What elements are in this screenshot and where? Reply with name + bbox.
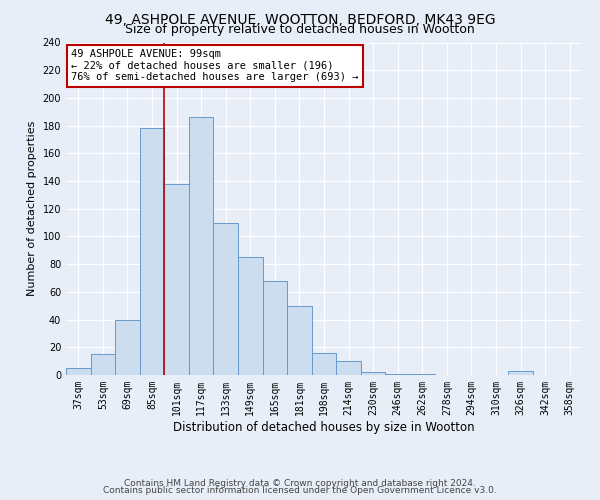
Text: 49 ASHPOLE AVENUE: 99sqm
← 22% of detached houses are smaller (196)
76% of semi-: 49 ASHPOLE AVENUE: 99sqm ← 22% of detach… — [71, 49, 359, 82]
Text: Contains HM Land Registry data © Crown copyright and database right 2024.: Contains HM Land Registry data © Crown c… — [124, 478, 476, 488]
Text: Size of property relative to detached houses in Wootton: Size of property relative to detached ho… — [125, 22, 475, 36]
Y-axis label: Number of detached properties: Number of detached properties — [27, 121, 37, 296]
Bar — [287, 306, 312, 375]
Bar — [189, 118, 214, 375]
Bar — [140, 128, 164, 375]
Bar — [385, 374, 410, 375]
Text: 49, ASHPOLE AVENUE, WOOTTON, BEDFORD, MK43 9EG: 49, ASHPOLE AVENUE, WOOTTON, BEDFORD, MK… — [104, 12, 496, 26]
Bar — [238, 257, 263, 375]
Bar — [91, 354, 115, 375]
Bar — [66, 368, 91, 375]
Bar — [164, 184, 189, 375]
X-axis label: Distribution of detached houses by size in Wootton: Distribution of detached houses by size … — [173, 420, 475, 434]
Bar — [410, 374, 434, 375]
Text: Contains public sector information licensed under the Open Government Licence v3: Contains public sector information licen… — [103, 486, 497, 495]
Bar — [214, 222, 238, 375]
Bar — [312, 353, 336, 375]
Bar — [361, 372, 385, 375]
Bar — [263, 281, 287, 375]
Bar — [336, 361, 361, 375]
Bar — [508, 371, 533, 375]
Bar — [115, 320, 140, 375]
